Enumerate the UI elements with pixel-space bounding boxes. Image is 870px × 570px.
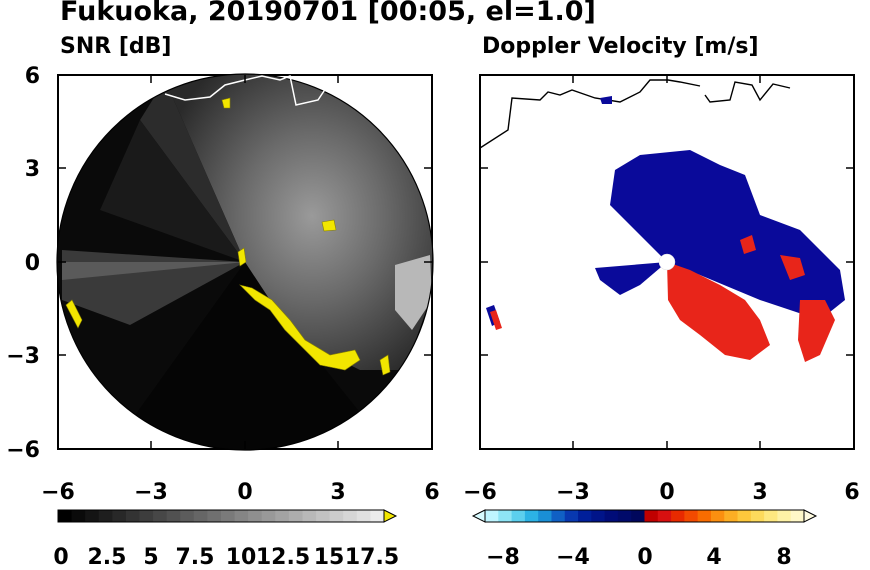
doppler-colorbar-cell — [777, 510, 791, 522]
snr-y-tick-label: 6 — [25, 64, 40, 89]
snr-panel — [57, 62, 433, 450]
snr-colorbar-cell — [112, 510, 126, 522]
snr-colorbar-label: 17.5 — [345, 545, 399, 570]
doppler-colorbar-cell — [631, 510, 645, 522]
doppler-colorbar — [473, 510, 816, 522]
snr-colorbar-cell — [330, 510, 344, 522]
snr-colorbar-cell — [180, 510, 194, 522]
doppler-x-tick-label: 6 — [844, 480, 859, 505]
snr-y-tick-label: 0 — [25, 251, 40, 276]
doppler-colorbar-label: 8 — [776, 545, 791, 570]
doppler-x-tick-label: 0 — [659, 480, 674, 505]
doppler-colorbar-cell — [711, 510, 725, 522]
doppler-colorbar-extend-high — [804, 510, 816, 522]
snr-colorbar-cell — [99, 510, 113, 522]
doppler-colorbar-cell — [671, 510, 685, 522]
doppler-colorbar-cell — [658, 510, 672, 522]
snr-colorbar-cell — [153, 510, 167, 522]
snr-colorbar-cell — [248, 510, 262, 522]
doppler-colorbar-cell — [724, 510, 738, 522]
snr-colorbar-cell — [58, 510, 72, 522]
doppler-colorbar-cell — [551, 510, 565, 522]
snr-colorbar-cell — [221, 510, 235, 522]
doppler-x-tick-label: −6 — [463, 480, 497, 505]
snr-x-tick-label: 6 — [424, 480, 439, 505]
snr-colorbar-cell — [262, 510, 276, 522]
doppler-colorbar-cell — [698, 510, 712, 522]
doppler-colorbar-cell — [605, 510, 619, 522]
doppler-colorbar-cell — [791, 510, 805, 522]
snr-colorbar-cell — [207, 510, 221, 522]
snr-x-tick-label: 0 — [237, 480, 252, 505]
snr-colorbar — [58, 510, 396, 522]
doppler-colorbar-cell — [591, 510, 605, 522]
snr-x-tick-label: −3 — [134, 480, 168, 505]
snr-colorbar-cell — [194, 510, 208, 522]
doppler-colorbar-label: −4 — [556, 545, 590, 570]
doppler-colorbar-cell — [764, 510, 778, 522]
snr-colorbar-cell — [370, 510, 384, 522]
doppler-panel — [480, 75, 854, 449]
snr-colorbar-cell — [357, 510, 371, 522]
snr-y-tick-label: 3 — [25, 157, 40, 182]
snr-colorbar-label: 2.5 — [88, 545, 127, 570]
doppler-colorbar-cell — [751, 510, 765, 522]
doppler-colorbar-label: −8 — [486, 545, 520, 570]
doppler-colorbar-cell — [738, 510, 752, 522]
doppler-colorbar-label: 0 — [637, 545, 652, 570]
snr-colorbar-cell — [316, 510, 330, 522]
snr-colorbar-label: 15 — [314, 545, 345, 570]
snr-y-tick-label: −6 — [6, 438, 40, 463]
snr-colorbar-label: 10 — [226, 545, 257, 570]
snr-x-tick-label: 3 — [330, 480, 345, 505]
snr-colorbar-cell — [140, 510, 154, 522]
doppler-colorbar-cell — [618, 510, 632, 522]
snr-colorbar-label: 12.5 — [256, 545, 310, 570]
doppler-colorbar-extend-low — [473, 510, 485, 522]
doppler-colorbar-cell — [645, 510, 659, 522]
doppler-colorbar-cell — [498, 510, 512, 522]
doppler-colorbar-cell — [512, 510, 526, 522]
snr-colorbar-label: 0 — [53, 545, 68, 570]
doppler-colorbar-cell — [684, 510, 698, 522]
snr-colorbar-label: 5 — [143, 545, 158, 570]
doppler-colorbar-cell — [565, 510, 579, 522]
snr-colorbar-cell — [72, 510, 86, 522]
snr-colorbar-extend-arrow — [384, 510, 396, 522]
snr-x-tick-label: −6 — [41, 480, 75, 505]
snr-colorbar-cell — [167, 510, 181, 522]
snr-y-tick-label: −3 — [6, 344, 40, 369]
doppler-x-tick-label: 3 — [752, 480, 767, 505]
doppler-x-tick-label: −3 — [556, 480, 590, 505]
snr-colorbar-cell — [289, 510, 303, 522]
doppler-colorbar-cell — [525, 510, 539, 522]
doppler-colorbar-cell — [485, 510, 499, 522]
snr-colorbar-cell — [343, 510, 357, 522]
snr-colorbar-cell — [126, 510, 140, 522]
doppler-colorbar-label: 4 — [706, 545, 721, 570]
snr-colorbar-cell — [303, 510, 317, 522]
doppler-colorbar-cell — [538, 510, 552, 522]
doppler-colorbar-cell — [578, 510, 592, 522]
snr-colorbar-cell — [235, 510, 249, 522]
snr-colorbar-label: 7.5 — [176, 545, 215, 570]
snr-colorbar-cell — [275, 510, 289, 522]
radar-site-marker — [659, 254, 675, 270]
snr-colorbar-cell — [85, 510, 99, 522]
